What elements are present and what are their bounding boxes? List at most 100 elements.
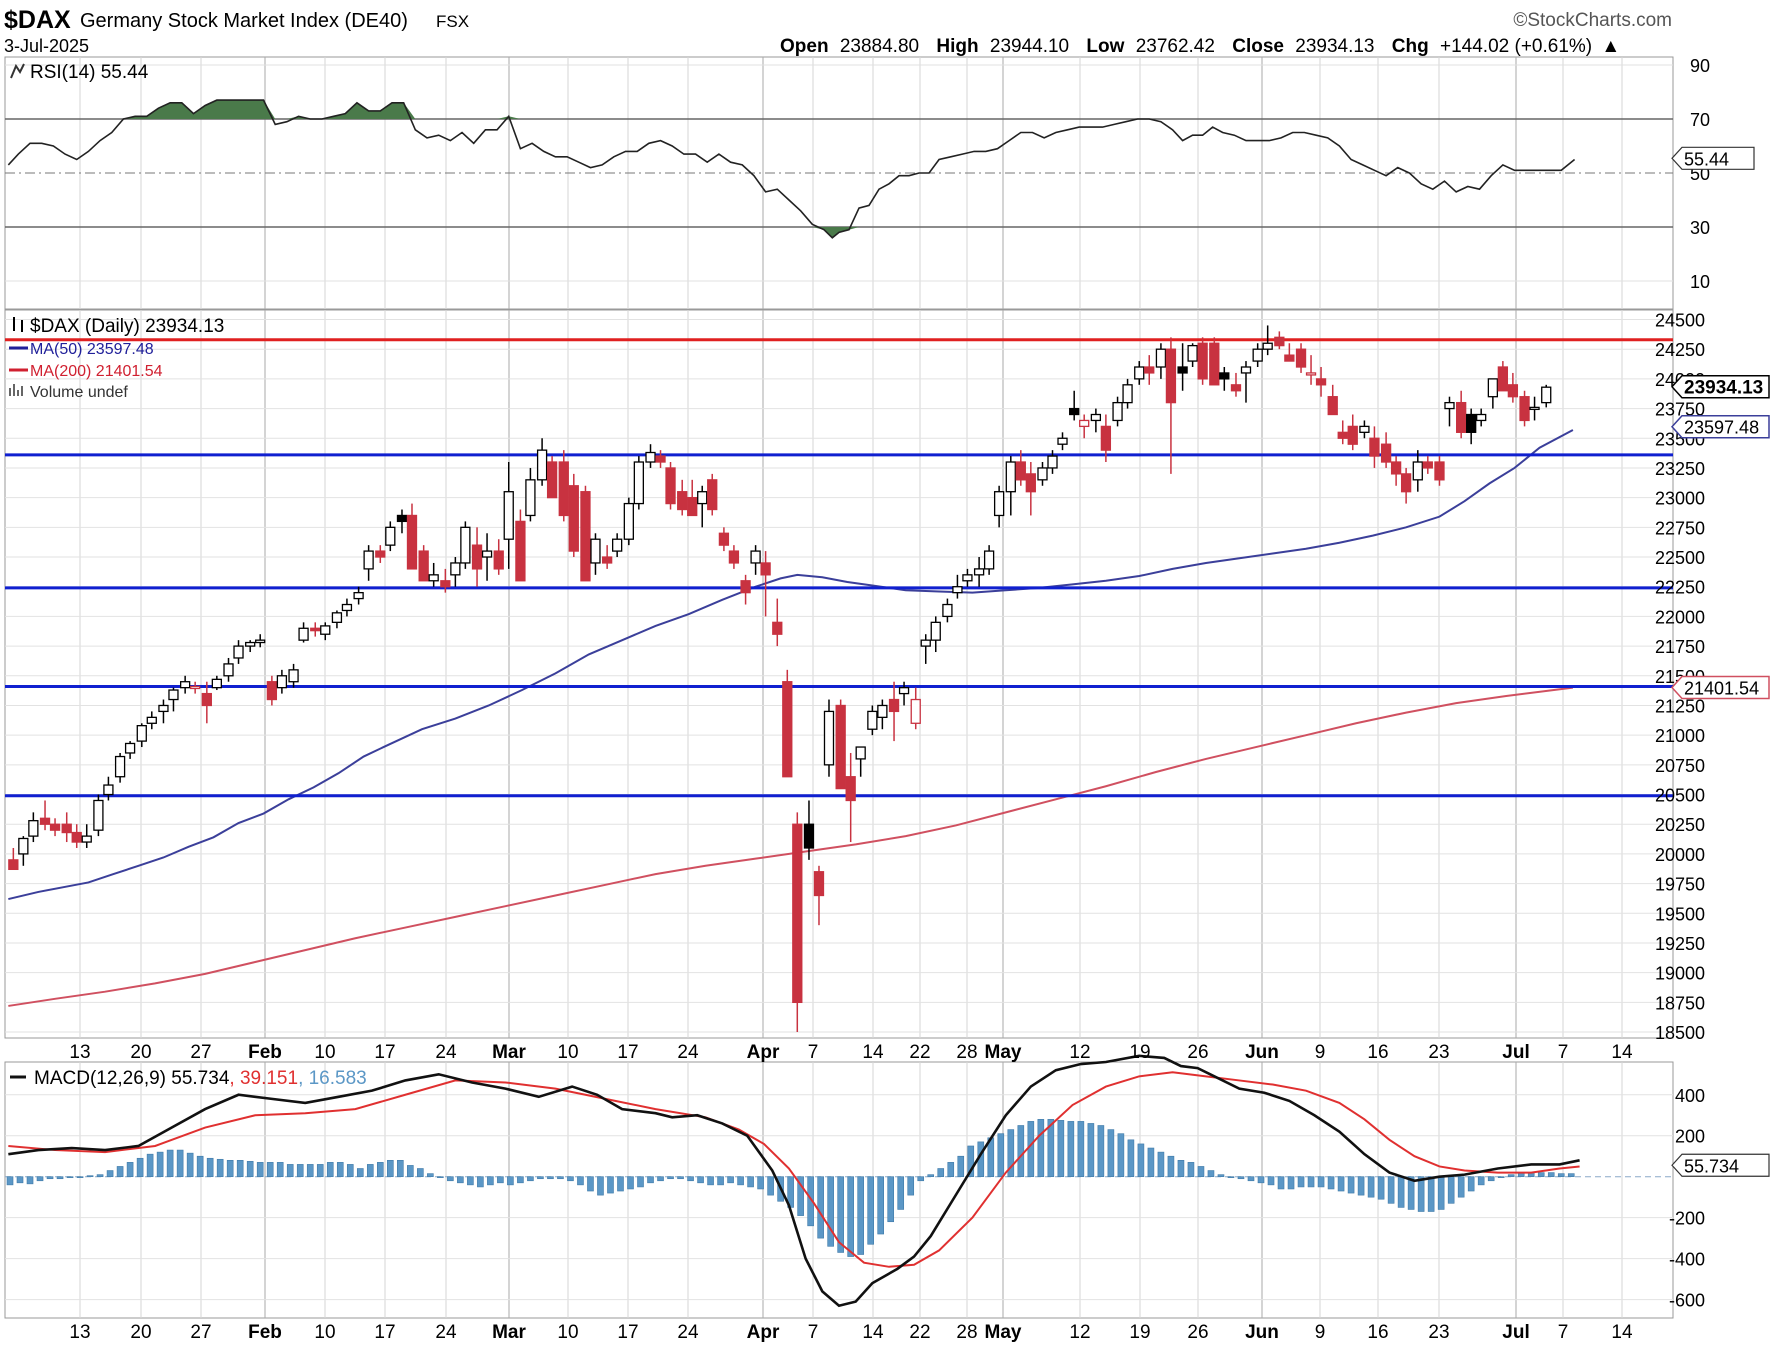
macd-histogram-bar	[236, 1160, 244, 1177]
candle-body	[718, 532, 730, 546]
price-tick-label: 20750	[1655, 756, 1705, 776]
rsi-series	[7, 99, 1576, 239]
candle-body	[1219, 372, 1230, 380]
macd-histogram-bar	[547, 1176, 554, 1180]
candle-body	[1100, 425, 1112, 451]
macd-histogram-bar	[527, 1176, 534, 1182]
close-value: 23934.13	[1295, 36, 1374, 57]
candle-body	[888, 698, 900, 713]
macd-histogram-bar	[467, 1176, 474, 1186]
macd-histogram-bar	[266, 1162, 274, 1177]
macd-histogram-bar	[927, 1174, 935, 1177]
candle-body	[493, 550, 504, 570]
svg-text:MACD(12,26,9) 55.734, 39.151,: MACD(12,26,9) 55.734, 39.151, 16.583	[34, 1068, 367, 1089]
price-tick-label: 22750	[1655, 518, 1705, 538]
macd-histogram-bar	[26, 1176, 34, 1185]
candle-body	[8, 859, 19, 871]
macd-histogram-bar	[1537, 1172, 1545, 1177]
chart-symbol: $DAX	[4, 6, 71, 34]
macd-histogram-bar	[1087, 1123, 1095, 1177]
macd-histogram-bar	[1147, 1147, 1155, 1177]
macd-histogram-bar	[1407, 1176, 1415, 1210]
x-tick-label: 26	[1187, 1042, 1208, 1063]
x-tick-label: 10	[557, 1322, 578, 1343]
candle-body	[792, 823, 803, 1004]
candle-body	[993, 491, 1005, 517]
x-tick-label: 9	[1315, 1042, 1326, 1063]
macd-histogram-bar	[1037, 1119, 1045, 1177]
price-tick-label: 22250	[1655, 578, 1705, 598]
candle-body	[655, 455, 666, 463]
macd-histogram-bar	[557, 1176, 564, 1180]
macd-tick-label: -400	[1669, 1250, 1705, 1270]
candle-body	[813, 871, 825, 897]
macd-legend: MACD(12,26,9) 55.734, 39.151, 16.583	[10, 1068, 367, 1089]
candle-body	[471, 544, 483, 570]
macd-value-tag: 55.734	[1671, 1153, 1770, 1177]
x-tick-label: 24	[435, 1042, 457, 1063]
macd-histogram-bar	[577, 1176, 584, 1186]
x-tick-label: 24	[677, 1042, 699, 1063]
candle-body	[525, 479, 536, 517]
candle-body	[536, 449, 548, 481]
x-tick-label: 20	[130, 1322, 151, 1343]
macd-histogram-bar	[1257, 1176, 1265, 1184]
low-label: Low	[1086, 36, 1124, 57]
macd-histogram-bar	[306, 1164, 314, 1177]
macd-histogram-bar	[857, 1176, 864, 1255]
x-tick-label: 19	[1129, 1322, 1150, 1343]
candle-body	[375, 550, 386, 558]
macd-histogram-bar	[296, 1164, 304, 1177]
ma50-line	[8, 429, 1574, 901]
candle-body	[276, 675, 288, 689]
macd-histogram-bar	[1387, 1176, 1395, 1204]
price-tick-label: 24250	[1655, 340, 1705, 360]
price-panel	[4, 309, 1674, 1039]
candle-body	[750, 550, 761, 564]
macd-histogram-bar	[376, 1162, 384, 1177]
x-tick-label: 27	[190, 1042, 211, 1063]
macd-histogram-bar	[1057, 1120, 1065, 1177]
ma50-value-label: 23597.48	[1684, 418, 1759, 438]
x-tick-label: 20	[130, 1042, 151, 1063]
candle-body	[687, 496, 698, 517]
macd-histogram-bar	[647, 1176, 654, 1184]
candle-body	[460, 526, 471, 564]
price-tick-label: 21750	[1655, 637, 1705, 657]
price-legend-title: $DAX (Daily) 23934.13	[30, 316, 224, 337]
x-tick-label: Apr	[747, 1322, 780, 1343]
x-tick-label: 24	[677, 1322, 699, 1343]
macd-histogram-bar	[16, 1176, 24, 1184]
candle-body	[1444, 401, 1455, 410]
macd-histogram-bar	[326, 1162, 334, 1177]
candle-body	[962, 574, 973, 582]
x-tick-label: 10	[557, 1042, 578, 1063]
macd-histogram-bar	[707, 1176, 714, 1186]
macd-histogram-bar	[1167, 1155, 1175, 1177]
candle-body	[1122, 384, 1133, 404]
candle-body	[61, 823, 72, 834]
x-tick-label: Feb	[248, 1322, 282, 1343]
candle-body	[1165, 348, 1177, 404]
up-arrow-icon: ▲	[1601, 36, 1620, 57]
candle-body	[1434, 461, 1445, 481]
candle-body	[168, 689, 179, 701]
candle-body	[677, 491, 688, 511]
price-tick-label: 23750	[1655, 400, 1705, 420]
macd-histogram-bar	[346, 1164, 354, 1177]
x-tick-label: 28	[956, 1322, 977, 1343]
candle-body	[1262, 342, 1273, 350]
candle-body	[1390, 461, 1402, 475]
price-tick-label: 23000	[1655, 489, 1705, 509]
close-value-label: 23934.13	[1684, 378, 1763, 399]
macd-histogram-bar	[397, 1160, 404, 1177]
macd-histogram-bar	[1437, 1176, 1445, 1210]
candle-body	[1305, 372, 1317, 376]
macd-histogram-bar	[86, 1175, 94, 1177]
macd-legend-hist: , 16.583	[298, 1068, 367, 1089]
candle-body	[952, 586, 963, 594]
macd-histogram-bar	[1357, 1176, 1365, 1196]
candle-body	[1177, 366, 1188, 374]
candle-body	[428, 574, 439, 582]
